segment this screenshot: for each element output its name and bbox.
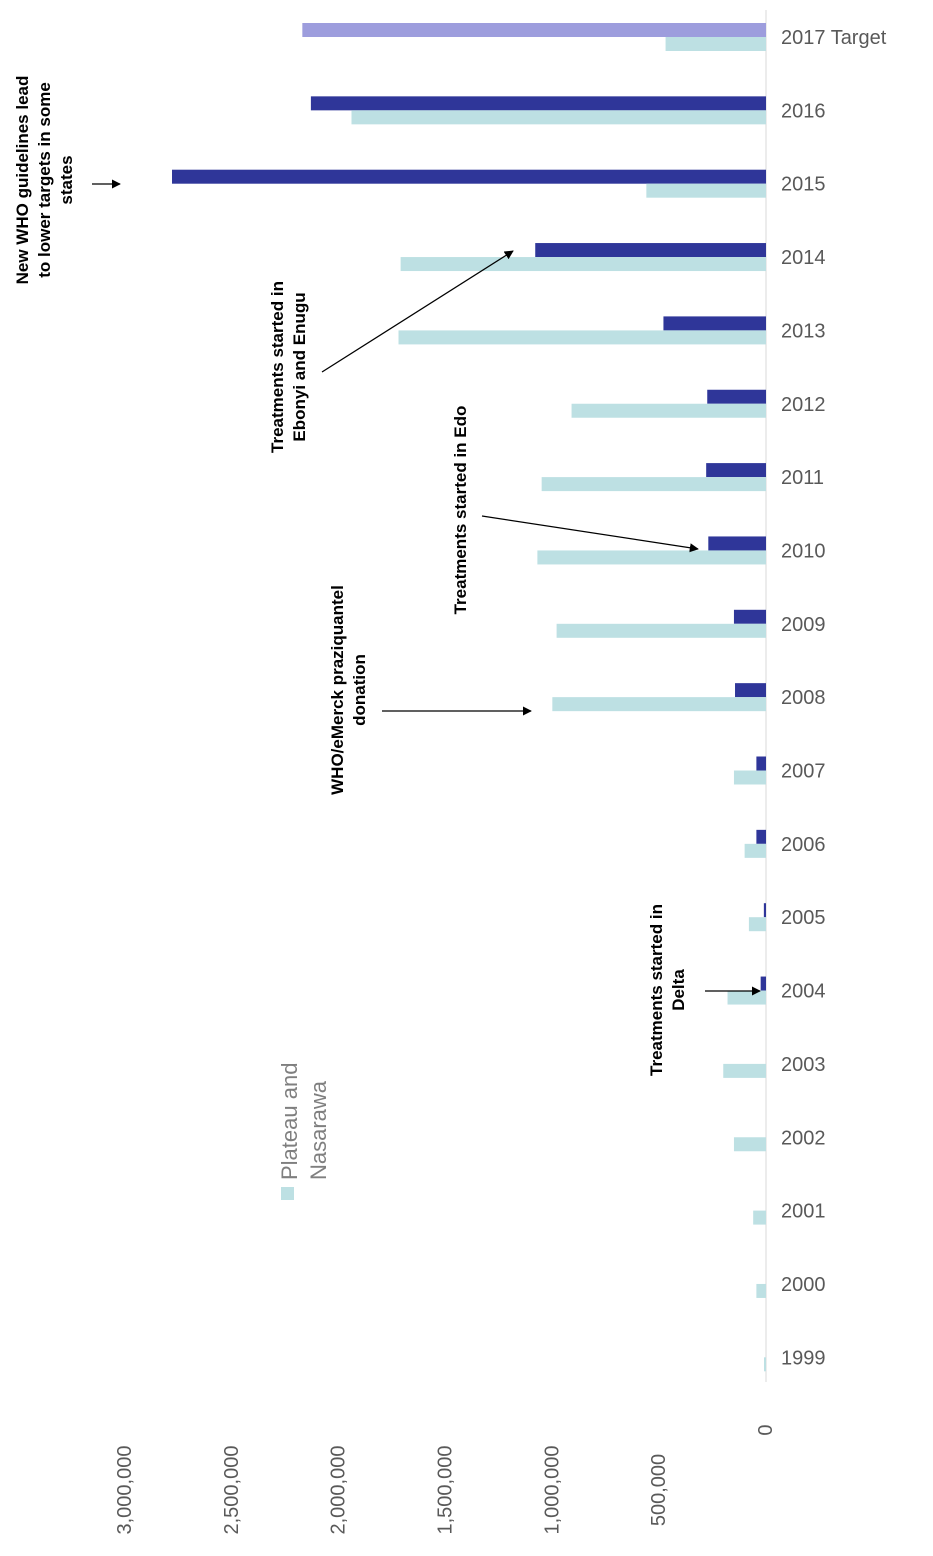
bar-series1-2013 — [398, 330, 766, 345]
legend-swatch — [281, 1187, 294, 1200]
annotation-who-guidelines: states — [57, 155, 76, 204]
value-tick-label: 3,000,000 — [114, 1446, 136, 1535]
bar-series1-2003 — [723, 1063, 766, 1078]
bar-series2-2012 — [707, 389, 766, 404]
value-tick-label: 1,500,000 — [435, 1446, 457, 1535]
category-label: 2006 — [781, 834, 826, 856]
bar-series1-2017-target — [665, 37, 766, 51]
category-label: 2012 — [781, 394, 826, 416]
bars — [172, 23, 767, 1372]
annotation-who-guidelines: New WHO guidelines lead — [13, 76, 32, 285]
bar-series2-2014 — [535, 243, 766, 258]
value-axis: 0 500,000 1,000,000 1,500,000 2,000,000 2,500… — [114, 10, 777, 1534]
category-label: 2010 — [781, 540, 826, 562]
annotation-who-guidelines: to lower targets in some — [35, 82, 54, 278]
bar-series1-2016 — [351, 110, 766, 125]
bar-series2-2011 — [706, 463, 766, 478]
bar-series1-2010 — [537, 550, 766, 565]
legend-label: Plateau and — [277, 1063, 302, 1180]
annotation-arrow — [321, 250, 514, 373]
value-tick-label: 2,000,000 — [328, 1446, 350, 1535]
category-axis: 1999 2000 2001 2002 2003 2004 2005 2006 2007 2008… — [781, 27, 887, 1369]
bar-series2-2007 — [756, 756, 766, 771]
value-tick-label: 1,000,000 — [541, 1446, 563, 1535]
category-label: 2005 — [781, 907, 826, 929]
annotation-who-merck: WHO/eMerck praziquantel — [328, 585, 347, 795]
bar-series2-2009 — [733, 609, 766, 624]
category-label: 2017 Target — [781, 27, 887, 49]
legend: Plateau and Nasarawa — [277, 1063, 331, 1200]
bar-series2-2015 — [172, 169, 767, 184]
value-tick-label: 0 — [755, 1424, 777, 1435]
legend-label: Nasarawa — [306, 1080, 331, 1180]
annotations: New WHO guidelines lead to lower targets … — [13, 76, 761, 1076]
bar-series2-2010 — [708, 536, 766, 551]
bar-series1-2000 — [756, 1283, 766, 1298]
bar-series2-2017-target — [302, 23, 766, 37]
annotation-delta: Delta — [669, 969, 688, 1011]
annotation-ebonyi-enugu: Treatments started in — [268, 281, 287, 453]
bar-series1-2002 — [733, 1137, 766, 1152]
bar-series1-2007 — [733, 770, 766, 785]
bar-series2-2005 — [763, 903, 766, 918]
category-label: 2014 — [781, 247, 826, 269]
bar-series1-2014 — [400, 257, 766, 272]
bar-series1-2006 — [744, 843, 766, 858]
category-label: 2008 — [781, 687, 826, 709]
annotation-arrow — [481, 515, 699, 553]
category-label: 2016 — [781, 100, 826, 122]
category-label: 2009 — [781, 614, 826, 636]
value-tick-label: 500,000 — [648, 1454, 670, 1526]
category-label: 2001 — [781, 1201, 826, 1223]
bar-series2-2006 — [756, 829, 766, 844]
bar-series2-2004 — [760, 976, 766, 991]
bar-series1-2008 — [552, 697, 766, 712]
bar-series1-2009 — [556, 623, 766, 638]
category-label: 2011 — [781, 467, 824, 489]
bar-series1-2012 — [571, 403, 766, 418]
category-label: 2000 — [781, 1274, 826, 1296]
category-label: 2015 — [781, 174, 826, 196]
bar-series2-2013 — [663, 316, 766, 331]
annotation-who-merck: donation — [350, 654, 369, 726]
annotation-ebonyi-enugu: Ebonyi and Enugu — [290, 292, 309, 441]
category-label: 2003 — [781, 1054, 826, 1076]
value-tick-label: 2,500,000 — [221, 1446, 243, 1535]
bar-series1-2004 — [727, 990, 766, 1005]
category-label: 2013 — [781, 320, 826, 342]
bar-series1-1999 — [764, 1357, 766, 1372]
bar-series1-2011 — [541, 477, 766, 492]
annotation-delta: Treatments started in — [647, 904, 666, 1076]
bar-series1-2015 — [646, 183, 766, 198]
bar-series1-2001 — [753, 1210, 766, 1225]
category-label: 1999 — [781, 1347, 826, 1369]
annotation-edo: Treatments started in Edo — [451, 406, 470, 615]
category-label: 2007 — [781, 761, 826, 783]
category-label: 2002 — [781, 1127, 826, 1149]
category-label: 2004 — [781, 981, 826, 1003]
bar-series2-2016 — [310, 96, 766, 111]
bar-series2-2008 — [735, 683, 766, 698]
bar-series1-2005 — [748, 917, 766, 932]
